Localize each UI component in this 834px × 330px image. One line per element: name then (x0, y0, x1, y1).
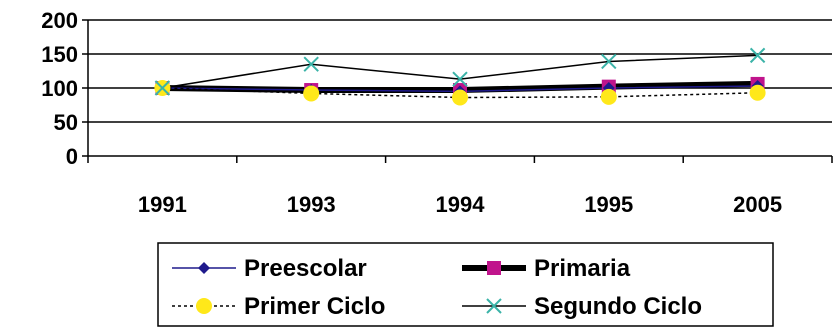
point-segundo-ciclo-1995 (601, 53, 617, 70)
marker-stroke (303, 56, 319, 72)
legend: Preescolar Primaria Primer Ciclo Segundo Ci… (157, 242, 774, 327)
y-tick-label: 200 (41, 8, 78, 33)
marker-stroke (154, 80, 171, 96)
point-segundo-ciclo-2005 (749, 47, 766, 64)
legend-swatch-marker (198, 262, 210, 274)
legend-item-preescolar: Preescolar (172, 255, 367, 282)
x-tick-label-1991: 1991 (138, 192, 187, 217)
legend-swatch-marker (486, 298, 502, 314)
y-tick-label: 100 (41, 76, 78, 101)
point-primer-ciclo-2005 (749, 84, 766, 101)
legend-label: Preescolar (244, 255, 367, 282)
marker-stroke (452, 71, 468, 87)
x-tick-label-1993: 1993 (287, 192, 336, 217)
x-tick-label-1994: 1994 (436, 192, 486, 217)
legend-swatch-marker (487, 261, 501, 275)
series-group (154, 47, 766, 106)
legend-item-primer-ciclo: Primer Ciclo (172, 293, 385, 320)
markers-segundo-ciclo (154, 47, 766, 96)
axes (82, 19, 833, 163)
legend-label: Primer Ciclo (244, 293, 385, 320)
y-tick-label: 50 (54, 110, 78, 135)
point-primer-ciclo-1994 (452, 89, 468, 106)
x-tick-labels: 1991 1993 1994 1995 2005 (138, 192, 782, 217)
point-primer-ciclo-1995 (600, 88, 617, 105)
gridlines (88, 19, 832, 123)
y-tick-label: 150 (41, 42, 78, 67)
legend-label: Primaria (534, 255, 631, 282)
point-segundo-ciclo-1991 (154, 80, 171, 96)
x-tick-label-1995: 1995 (584, 192, 633, 217)
marker-stroke (486, 298, 502, 314)
legend-label: Segundo Ciclo (534, 293, 702, 320)
y-tick-label: 0 (66, 144, 78, 169)
legend-swatch-marker (196, 298, 212, 314)
point-primer-ciclo-1993 (303, 85, 320, 102)
marker-stroke (601, 53, 617, 70)
legend-box (157, 242, 774, 327)
legend-item-segundo-ciclo: Segundo Ciclo (462, 293, 702, 320)
x-tick-label-2005: 2005 (733, 192, 782, 217)
point-segundo-ciclo-1993 (303, 56, 319, 72)
y-tick-labels: 0 50 100 150 200 (41, 8, 78, 169)
legend-item-primaria: Primaria (462, 255, 631, 282)
point-segundo-ciclo-1994 (452, 71, 468, 87)
marker-stroke (749, 47, 766, 64)
